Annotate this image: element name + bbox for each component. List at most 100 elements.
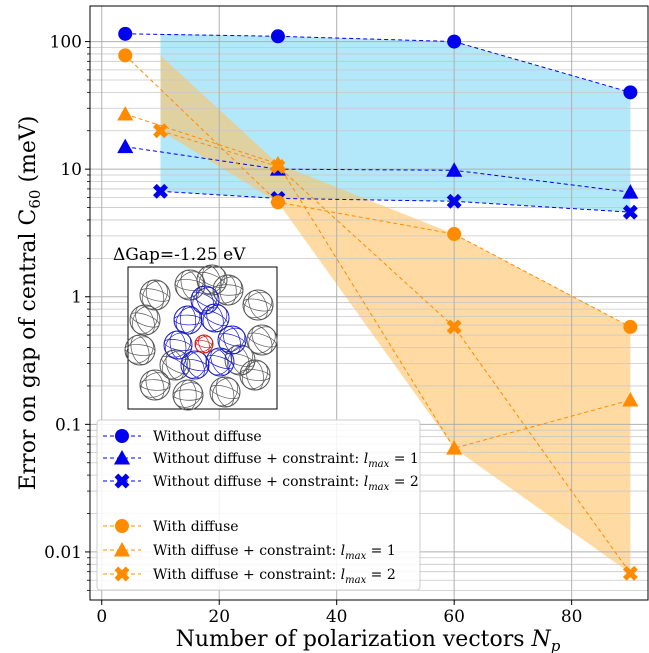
gray-fullerene [219, 274, 237, 306]
inset-frame [127, 266, 278, 410]
series-line-5 [160, 130, 631, 574]
x-tick-label: 80 [561, 607, 583, 627]
gray-fullerene [145, 279, 165, 311]
legend-label: With diffuse + constraint: lmax = 2 [153, 567, 396, 586]
gray-fullerene [212, 284, 244, 296]
gray-fullerene [179, 379, 197, 411]
central-red-fullerene [198, 334, 210, 354]
legend-label: With diffuse + constraint: lmax = 1 [153, 543, 396, 562]
blue-fullerene [201, 310, 229, 326]
y-axis-label: Error on gap of central C60 (meV) [16, 116, 44, 491]
gray-fullerene [145, 370, 165, 400]
inset-label: ΔGap=-1.25 eV [113, 245, 246, 265]
blue-fullerene [207, 348, 233, 376]
data-point-series-1 [117, 138, 134, 154]
gray-fullerene [180, 270, 200, 300]
data-point-series-3 [447, 227, 462, 242]
blue-fullerene [180, 358, 210, 372]
blue-fullerene [195, 286, 215, 314]
legend-label: Without diffuse [153, 429, 262, 445]
legend-box [96, 419, 421, 591]
blue-fullerene [218, 333, 246, 347]
gray-fullerene [142, 280, 168, 310]
blue-fullerene [206, 304, 224, 332]
legend-label: Without diffuse + constraint: lmax = 2 [153, 474, 419, 493]
blue-fullerene [179, 305, 197, 335]
legend-marker [113, 449, 131, 465]
legend-marker [114, 473, 130, 489]
blue-fullerene [173, 314, 203, 326]
gray-fullerene [165, 350, 185, 380]
gray-fullerene [132, 305, 158, 335]
gray-fullerene [159, 349, 191, 381]
gray-fullerene [140, 288, 170, 302]
gray-fullerene [124, 334, 156, 366]
gray-fullerene [140, 372, 170, 398]
data-point-series-0 [447, 34, 462, 49]
legend-marker [115, 519, 129, 533]
x-tick-label: 40 [326, 607, 348, 627]
data-point-series-5 [153, 123, 168, 139]
data-point-series-3 [118, 48, 133, 63]
gray-fullerene [212, 377, 238, 407]
data-point-series-0 [623, 85, 638, 100]
data-point-series-1 [622, 184, 639, 199]
gray-fullerene [251, 325, 273, 355]
gray-fullerene [126, 336, 154, 364]
x-tick-label: 60 [443, 607, 465, 627]
series-line-3 [124, 54, 631, 328]
blue-fullerene [210, 348, 230, 376]
series-line-2 [160, 190, 631, 213]
blue-fullerene [205, 347, 235, 377]
legend-marker [113, 541, 131, 557]
gray-fullerene [242, 360, 268, 390]
data-point-series-2 [622, 204, 638, 220]
gray-fullerene [129, 304, 161, 336]
y-tick-label: 0.01 [44, 543, 82, 563]
gray-fullerene [247, 332, 277, 348]
y-tick-label: 10 [60, 160, 82, 180]
gray-fullerene [135, 305, 155, 335]
blue-fullerene [185, 351, 205, 379]
gray-fullerene [242, 298, 274, 312]
gray-fullerene [224, 344, 256, 376]
gray-fullerene [248, 290, 268, 320]
data-point-series-4 [117, 106, 134, 121]
legend-marker [114, 566, 130, 582]
series-layer [117, 26, 639, 581]
gray-fullerene [210, 385, 240, 399]
legend-marker [115, 429, 129, 443]
inset: ΔGap=-1.25 eV [113, 245, 278, 411]
blue-fullerene [165, 332, 191, 358]
gray-fullerene [197, 272, 227, 288]
data-point-series-3 [270, 195, 285, 210]
y-tick-label: 100 [50, 33, 82, 53]
blue-fullerene [180, 350, 210, 380]
gray-fullerene [243, 291, 273, 319]
central-red-fullerene [194, 339, 214, 349]
data-point-series-2 [153, 183, 168, 199]
data-point-series-5 [622, 565, 638, 581]
blue-fullerene [163, 330, 193, 360]
blue-fullerene [169, 330, 187, 360]
data-point-series-2 [446, 193, 462, 209]
gray-fullerene [124, 344, 156, 356]
gray-fullerene [139, 379, 171, 391]
ticks-layer: 0 20 40 60 80 0.01 0.1 1 10 100 [44, 33, 582, 627]
x-tick-label: 20 [208, 607, 230, 627]
blue-fullerene [223, 326, 241, 354]
data-point-series-3 [623, 319, 638, 334]
gray-fullerene [209, 376, 241, 408]
gray-fullerene [130, 312, 160, 328]
data-point-series-5 [270, 158, 286, 174]
fullerene-cluster-image [124, 264, 278, 411]
y-tick-label: 0.1 [55, 415, 82, 435]
blue-fullerene [163, 339, 193, 351]
gray-fullerene [198, 266, 226, 294]
y-tick-label: 1 [71, 288, 82, 308]
blue-fullerene [190, 285, 220, 315]
gray-fullerene [215, 377, 235, 407]
data-point-series-5 [446, 319, 462, 335]
data-point-series-0 [118, 26, 133, 41]
plot-frame [89, 5, 649, 601]
